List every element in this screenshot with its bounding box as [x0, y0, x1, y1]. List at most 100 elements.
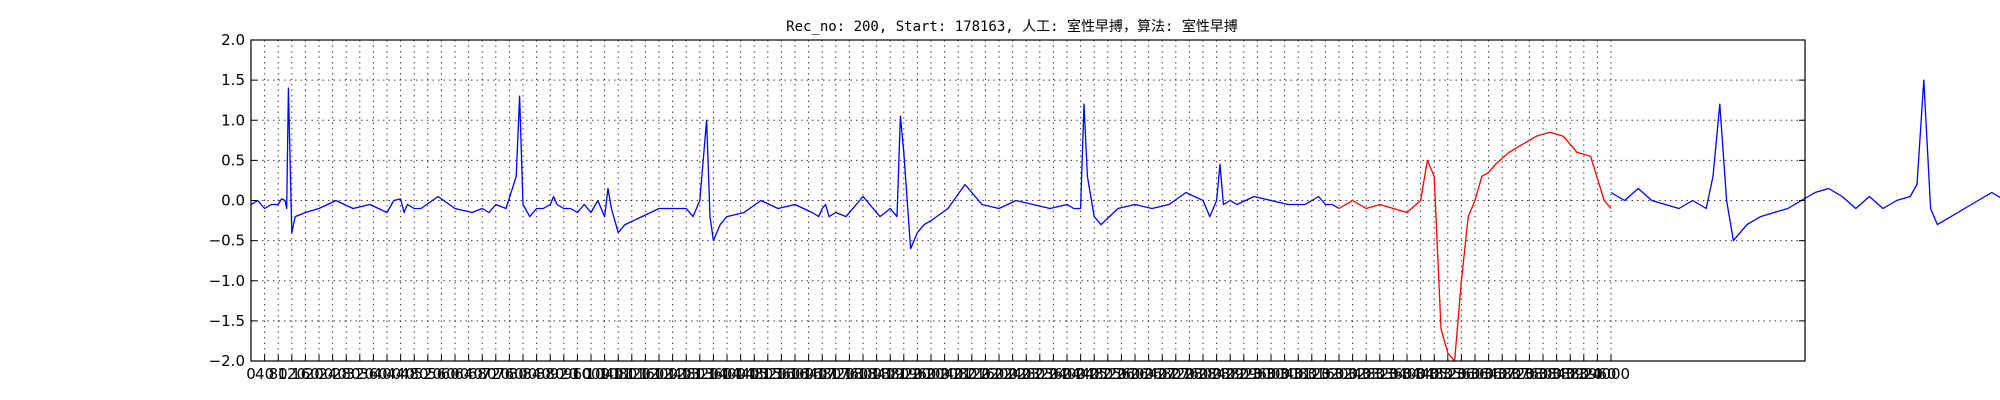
y-tick-label: 1.5 — [221, 71, 245, 89]
x-tick-label: 3200 — [1320, 365, 1358, 383]
x-tick-label: 80 — [269, 365, 288, 383]
series-lines — [250, 79, 2000, 362]
ecg-series-blue-3 — [1610, 79, 2000, 242]
x-tick-label: 3480 — [1415, 365, 1453, 383]
x-tick-label: 360 — [359, 365, 388, 383]
x-tick-label: 1880 — [871, 365, 909, 383]
x-tick-label: 2040 — [926, 365, 964, 383]
x-tick-label: 3560 — [1442, 365, 1480, 383]
x-tick-label: 1160 — [626, 365, 664, 383]
x-tick-label: 400 — [373, 365, 402, 383]
x-tick-label: 3720 — [1497, 365, 1535, 383]
x-tick-label: 480 — [400, 365, 429, 383]
x-tick-label: 1280 — [667, 365, 705, 383]
x-tick-label: 3160 — [1306, 365, 1344, 383]
x-tick-label: 3600 — [1456, 365, 1494, 383]
y-axis: 2.0 1.5 1.0 0.5 0.0 −0.5 −1.0 −1.5 −2.0 — [209, 31, 1805, 370]
x-tick-label: 2520 — [1089, 365, 1127, 383]
x-tick-label: 760 — [495, 365, 524, 383]
x-tick-label: 1320 — [681, 365, 719, 383]
x-tick-label: 3840 — [1538, 365, 1576, 383]
x-tick-label: 0 — [246, 365, 256, 383]
x-tick-label: 2960 — [1238, 365, 1276, 383]
x-tick-label: 2280 — [1007, 365, 1045, 383]
x-tick-label: 2120 — [953, 365, 991, 383]
y-tick-label: 0.0 — [221, 192, 245, 210]
x-tick-label: 3040 — [1266, 365, 1304, 383]
x-tick-label: 960 — [563, 365, 592, 383]
x-tick-label: 2240 — [994, 365, 1032, 383]
x-tick-label: 3440 — [1402, 365, 1440, 383]
x-tick-label: 2800 — [1184, 365, 1222, 383]
x-tick-label: 1520 — [749, 365, 787, 383]
x-tick-label: 3320 — [1361, 365, 1399, 383]
x-tick-label: 1600 — [776, 365, 814, 383]
x-tick-label: 200 — [305, 365, 334, 383]
x-tick-label: 2080 — [939, 365, 977, 383]
y-tick-label: 1.0 — [221, 111, 245, 129]
x-tick-label: 1960 — [898, 365, 936, 383]
x-tick-label: 880 — [536, 365, 565, 383]
x-tick-label: 440 — [386, 365, 415, 383]
y-tick-label: 2.0 — [221, 31, 245, 49]
x-tick-label: 2720 — [1157, 365, 1195, 383]
grid — [251, 40, 1805, 361]
x-tick-label: 3640 — [1470, 365, 1508, 383]
x-tick-label: 2640 — [1130, 365, 1168, 383]
x-tick-label: 2680 — [1143, 365, 1181, 383]
x-tick-label: 280 — [332, 365, 361, 383]
y-tick-label: −0.5 — [209, 232, 245, 250]
x-tick-label: 3240 — [1334, 365, 1372, 383]
x-tick-label: 1200 — [640, 365, 678, 383]
x-tick-label: 3960 — [1578, 365, 1616, 383]
x-tick-label: 320 — [345, 365, 374, 383]
x-tick-label: 3760 — [1510, 365, 1548, 383]
y-tick-label: −1.5 — [209, 312, 245, 330]
x-tick-label: 2840 — [1198, 365, 1236, 383]
x-tick-label: 2360 — [1034, 365, 1072, 383]
x-tick-label: 1800 — [844, 365, 882, 383]
x-tick-label: 3880 — [1551, 365, 1589, 383]
x-tick-label: 2760 — [1170, 365, 1208, 383]
x-tick-label: 1040 — [586, 365, 624, 383]
x-tick-label: 800 — [509, 365, 538, 383]
x-axis: 0 408012016020024028032036040044048052056… — [246, 355, 1630, 383]
x-tick-label: 3120 — [1293, 365, 1331, 383]
x-tick-label: 1680 — [803, 365, 841, 383]
x-tick-label: 1080 — [599, 365, 637, 383]
x-tick-label: 240 — [318, 365, 347, 383]
x-tick-label: 840 — [522, 365, 551, 383]
x-tick-label: 1920 — [885, 365, 923, 383]
x-tick-label: 2560 — [1102, 365, 1140, 383]
x-tick-label: 560 — [427, 365, 456, 383]
x-tick-label: 1720 — [817, 365, 855, 383]
x-tick-label: 2600 — [1116, 365, 1154, 383]
x-tick-label: 720 — [481, 365, 510, 383]
x-tick-label: 1360 — [694, 365, 732, 383]
ecg-series-red — [1338, 131, 1612, 362]
x-tick-label: 2480 — [1075, 365, 1113, 383]
x-tick-label: 2920 — [1225, 365, 1263, 383]
x-tick-label: 1400 — [708, 365, 746, 383]
x-tick-label: 3680 — [1483, 365, 1521, 383]
x-tick-label: 3400 — [1388, 365, 1426, 383]
x-tick-label: 3000 — [1252, 365, 1290, 383]
x-tick-label: 2160 — [966, 365, 1004, 383]
x-tick-label: 120 — [277, 365, 306, 383]
ecg-series-blue-2 — [930, 103, 1340, 226]
x-tick-label: 3360 — [1374, 365, 1412, 383]
x-tick-label: 2320 — [1021, 365, 1059, 383]
y-tick-label: −2.0 — [209, 352, 245, 370]
x-tick-label: 1480 — [735, 365, 773, 383]
x-tick-label: 3280 — [1347, 365, 1385, 383]
x-tick-label: 600 — [441, 365, 470, 383]
x-tick-label: 4000 — [1592, 365, 1630, 383]
x-tick-label: 1840 — [858, 365, 896, 383]
x-tick-label: 1240 — [654, 365, 692, 383]
x-tick-label: 1560 — [762, 365, 800, 383]
x-tick-label: 3080 — [1279, 365, 1317, 383]
x-tick-label: 520 — [413, 365, 442, 383]
x-tick-label: 2440 — [1062, 365, 1100, 383]
x-tick-label: 1120 — [613, 365, 651, 383]
